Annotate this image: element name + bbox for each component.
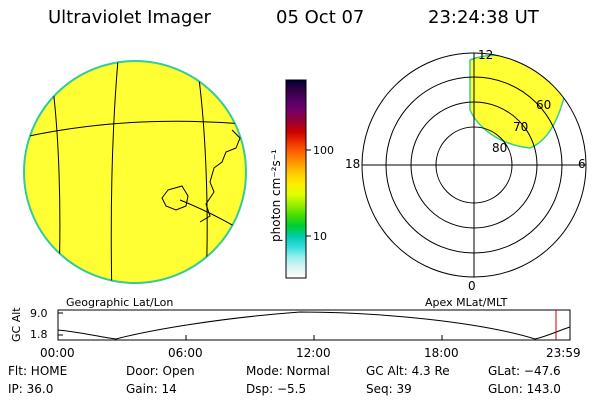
mlt-label-18: 18 <box>345 157 360 171</box>
mlat-label-70: 70 <box>513 120 528 134</box>
door-status: Door: Open <box>126 364 195 378</box>
parallel-line <box>24 120 246 139</box>
mlt-label-6: 6 <box>578 157 586 171</box>
mlat-label-80: 80 <box>492 141 507 155</box>
gc-alt-status: GC Alt: 4.3 Re <box>366 364 450 378</box>
x-tick-label: 12:00 <box>296 346 331 360</box>
colorbar: 100 10 photon cm⁻²s⁻¹ <box>269 79 334 279</box>
altitude-axis-label: GC Alt <box>10 307 23 342</box>
glat-status: GLat: −47.6 <box>488 364 561 378</box>
mlt-label-0: 0 <box>468 279 476 293</box>
instrument-title: Ultraviolet Imager <box>48 7 211 28</box>
filter-status: Flt: HOME <box>8 364 68 378</box>
x-tick-label: 18:00 <box>424 346 459 360</box>
y-tick-label: 9.0 <box>30 307 48 320</box>
date-label: 05 Oct 07 <box>276 7 365 28</box>
geographic-caption: Geographic Lat/Lon <box>66 296 173 309</box>
ip-status: IP: 36.0 <box>8 382 54 396</box>
glon-status: GLon: 143.0 <box>488 382 561 396</box>
colorbar-tick-label: 100 <box>313 144 334 157</box>
globe-disk <box>23 60 247 284</box>
colorbar-scale <box>285 79 307 279</box>
polar-plot: 12 18 6 0 60 70 80 <box>345 48 587 293</box>
mlt-label-12: 12 <box>478 48 493 62</box>
apex-caption: Apex MLat/MLT <box>425 296 508 309</box>
y-tick-label: 1.8 <box>30 328 48 341</box>
altitude-chart: 9.0 1.8 GC Alt 00:00 06:00 12:00 18:00 2… <box>10 307 581 360</box>
aurora-region <box>469 54 567 149</box>
coastline <box>199 129 241 223</box>
x-tick-label: 00:00 <box>40 346 75 360</box>
meridian-line <box>110 61 119 283</box>
dsp-status: Dsp: −5.5 <box>246 382 307 396</box>
geographic-map <box>23 60 247 284</box>
altitude-curve <box>57 311 571 340</box>
seq-status: Seq: 39 <box>366 382 412 396</box>
mlat-label-60: 60 <box>536 98 551 112</box>
x-tick-label: 06:00 <box>168 346 203 360</box>
x-tick-label: 23:59 <box>546 346 581 360</box>
colorbar-tick-label: 10 <box>313 230 327 243</box>
colorbar-unit-label: photon cm⁻²s⁻¹ <box>269 149 283 242</box>
mode-status: Mode: Normal <box>246 364 330 378</box>
coastline-island <box>161 185 189 211</box>
time-label: 23:24:38 UT <box>428 7 539 28</box>
gain-status: Gain: 14 <box>126 382 177 396</box>
